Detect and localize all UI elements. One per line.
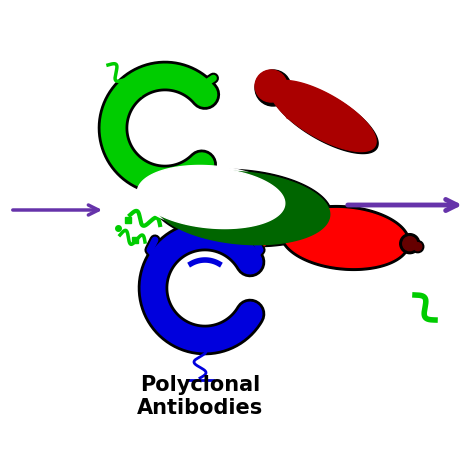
Polygon shape xyxy=(152,169,332,246)
Circle shape xyxy=(414,243,422,251)
Circle shape xyxy=(179,262,231,314)
Circle shape xyxy=(255,70,291,106)
Polygon shape xyxy=(283,209,407,267)
Circle shape xyxy=(403,237,417,251)
Polygon shape xyxy=(261,213,280,249)
Polygon shape xyxy=(139,167,285,228)
Polygon shape xyxy=(270,81,376,152)
Text: Polyclonal
Antibodies: Polyclonal Antibodies xyxy=(137,375,263,418)
Polygon shape xyxy=(280,206,410,270)
Polygon shape xyxy=(154,171,330,245)
Polygon shape xyxy=(272,82,378,154)
Polygon shape xyxy=(264,216,280,246)
Circle shape xyxy=(255,70,287,102)
Polygon shape xyxy=(137,165,287,230)
Circle shape xyxy=(400,234,420,254)
Circle shape xyxy=(412,241,424,253)
